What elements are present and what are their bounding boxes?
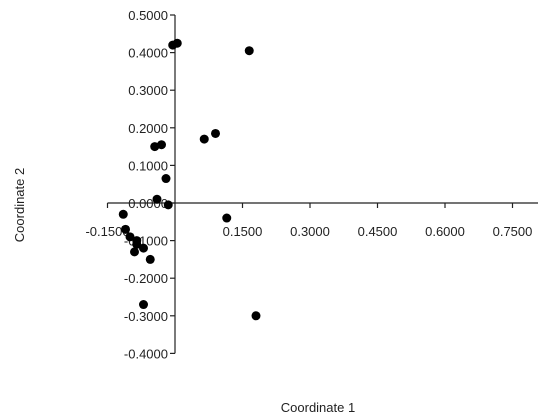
data-point [161,174,171,184]
data-point [150,142,160,152]
data-point [222,213,232,223]
x-tick-label: 0.3000 [290,224,330,239]
data-point [163,200,173,210]
data-point [139,300,148,310]
data-point [244,46,254,56]
y-axis: 0.50000.40000.30000.20000.10000.0000-0.1… [124,8,176,361]
x-tick-label: -0.1500 [85,224,129,239]
x-axis-title: Coordinate 1 [281,400,355,415]
data-point [199,134,209,144]
data-points [118,38,261,321]
data-point [121,224,130,234]
y-tick-label: 0.1000 [128,158,168,173]
y-tick-label: 0.3000 [128,83,168,98]
data-point [211,128,220,138]
y-tick-label: -0.4000 [124,346,168,361]
data-point [145,254,155,264]
data-point [152,194,162,204]
x-tick-label: 0.1500 [223,224,263,239]
x-axis: -0.1500 0.1500 0.3000 0.4500 0.6000 0.7500 [85,202,538,239]
x-tick-label: 0.4500 [358,224,398,239]
data-point [172,38,182,48]
x-tick-label: 0.7500 [493,224,533,239]
data-point [157,140,166,150]
y-tick-label: 0.5000 [128,8,168,23]
x-tick-label: 0.6000 [425,224,465,239]
data-point [130,247,139,257]
y-tick-label: -0.2000 [124,271,168,286]
data-point [251,311,261,321]
data-point [139,243,148,253]
y-tick-label: 0.4000 [128,46,168,61]
data-point [132,239,142,249]
y-axis-title: Coordinate 2 [12,168,27,242]
data-point [125,232,135,242]
y-tick-label: 0.2000 [128,121,168,136]
y-tick-label: -0.3000 [124,309,168,324]
data-point [118,209,128,219]
